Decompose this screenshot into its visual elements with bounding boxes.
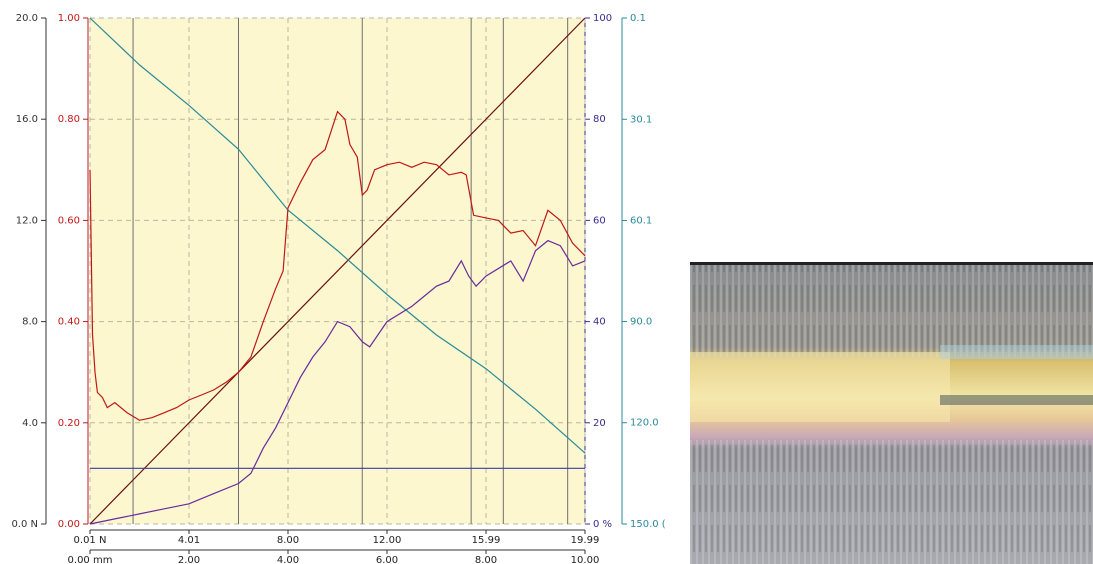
y-tick-label: 8.0 bbox=[22, 317, 38, 328]
x-tick-label: 12.00 bbox=[373, 535, 402, 546]
y-tick-label: 16.0 bbox=[16, 114, 38, 125]
y-tick-label: 0.60 bbox=[58, 215, 80, 226]
y-tick-label: 0.00 bbox=[58, 519, 80, 530]
y-tick-label: 120.0 bbox=[630, 418, 659, 429]
x-tick-label: 6.00 bbox=[376, 555, 398, 564]
x-tick-label: 19.99 bbox=[571, 535, 600, 546]
y-tick-label: 30.1 bbox=[630, 114, 652, 125]
y-tick-label: 20.0 bbox=[16, 13, 38, 24]
x-tick-label: 15.99 bbox=[472, 535, 501, 546]
y-tick-label: 1.00 bbox=[58, 13, 80, 24]
y-tick-label: 0.0 N bbox=[11, 519, 38, 530]
x-tick-label: 0.00 mm bbox=[68, 555, 113, 564]
y-tick-label: 0.80 bbox=[58, 114, 80, 125]
micrograph bbox=[690, 262, 1093, 564]
y-tick-label: 0.1 bbox=[630, 13, 646, 24]
y-tick-label: 90.0 bbox=[630, 316, 652, 327]
x-tick-label: 4.01 bbox=[178, 535, 200, 546]
y-tick-label: 12.0 bbox=[16, 215, 38, 226]
y-tick-label: 0.40 bbox=[58, 317, 80, 328]
y-tick-label: 40 bbox=[593, 317, 606, 328]
x-tick-label: 8.00 bbox=[277, 535, 299, 546]
y-tick-label: 60.1 bbox=[630, 216, 652, 227]
y-tick-label: 80 bbox=[593, 114, 606, 125]
y-tick-label: 4.0 bbox=[22, 418, 38, 429]
y-tick-label: 20 bbox=[593, 418, 606, 429]
y-tick-label: 100 bbox=[593, 13, 612, 24]
x-tick-label: 0.01 N bbox=[74, 535, 107, 546]
y-tick-label: 150.0 ( bbox=[630, 519, 666, 530]
x-tick-label: 2.00 bbox=[178, 555, 200, 564]
x-tick-label: 4.00 bbox=[277, 555, 299, 564]
y-tick-label: 0.20 bbox=[58, 418, 80, 429]
screenshot: 0.0 N 4.0 8.0 12.0 16.0 20.0 0.00 0.20 0.40 0.60 0… bbox=[0, 0, 1093, 564]
x-tick-label: 10.00 bbox=[571, 555, 600, 564]
y-tick-label: 0 % bbox=[593, 519, 612, 530]
y-tick-label: 60 bbox=[593, 215, 606, 226]
x-tick-label: 8.00 bbox=[475, 555, 497, 564]
